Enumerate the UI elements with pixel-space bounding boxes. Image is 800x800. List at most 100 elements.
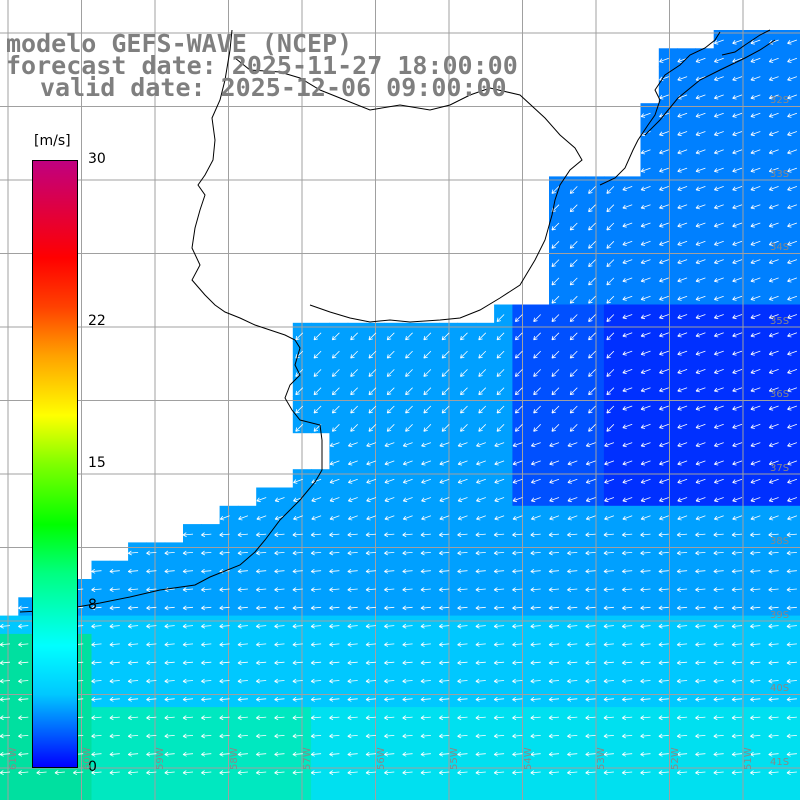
field-cell	[219, 505, 239, 525]
field-cell	[530, 450, 550, 470]
field-cell	[713, 48, 733, 68]
field-cell	[567, 762, 587, 781]
wind-arrow	[677, 350, 688, 356]
field-cell	[384, 450, 404, 470]
field-cell	[567, 194, 587, 214]
field-cell	[786, 341, 800, 360]
wind-arrow	[405, 405, 413, 414]
wind-arrow	[475, 605, 486, 611]
wind-arrow	[732, 314, 743, 320]
wind-arrow	[768, 478, 779, 484]
field-cell	[695, 798, 715, 800]
field-cell	[585, 176, 605, 196]
field-cell	[347, 762, 367, 781]
longitude-label: 60W	[81, 747, 93, 770]
wind-arrow	[146, 550, 157, 556]
wind-arrow	[530, 715, 541, 721]
field-cell	[677, 66, 696, 86]
wind-arrow	[420, 770, 431, 775]
field-cell	[274, 725, 294, 745]
field-cell	[622, 725, 642, 745]
wind-arrow	[420, 678, 431, 684]
field-cell	[677, 560, 696, 580]
wind-arrow	[91, 678, 102, 684]
field-cell	[549, 341, 568, 360]
field-cell	[146, 743, 166, 763]
field-cell	[420, 359, 440, 379]
field-cell	[732, 249, 751, 269]
wind-arrow	[588, 259, 596, 268]
wind-arrow	[493, 605, 505, 611]
wind-speed-field	[0, 30, 800, 800]
wind-arrow	[365, 660, 377, 666]
field-cell	[695, 725, 715, 745]
field-cell	[475, 780, 495, 800]
field-cell	[677, 597, 696, 617]
wind-arrow	[677, 442, 688, 448]
longitude-label: 61W	[8, 747, 19, 770]
field-cell	[603, 688, 623, 708]
wind-arrow	[713, 515, 724, 521]
wind-arrow	[476, 515, 486, 521]
field-cell	[457, 780, 477, 800]
field-cell	[402, 597, 422, 617]
field-cell	[475, 377, 495, 397]
wind-arrow	[475, 660, 486, 666]
field-cell	[54, 780, 74, 800]
field-cell	[732, 688, 751, 708]
field-cell	[109, 762, 129, 781]
wind-arrow	[551, 314, 560, 322]
wind-arrow	[768, 186, 779, 191]
wind-arrow	[514, 369, 523, 377]
field-cell	[585, 377, 605, 397]
wind-arrow	[350, 387, 358, 396]
field-cell	[384, 505, 404, 525]
field-cell	[677, 249, 696, 269]
wind-arrow	[310, 715, 322, 721]
field-cell	[109, 597, 129, 617]
field-cell	[164, 542, 184, 562]
field-cell	[457, 322, 477, 342]
wind-arrow	[786, 696, 797, 702]
field-cell	[786, 66, 800, 86]
wind-arrow	[514, 424, 523, 432]
wind-arrow	[292, 770, 303, 775]
wind-arrow	[750, 751, 761, 757]
wind-arrow	[219, 751, 230, 757]
field-cell	[457, 633, 477, 653]
latitude-label: 39S	[770, 609, 790, 621]
wind-arrow	[640, 460, 651, 466]
field-cell	[567, 286, 587, 306]
wind-arrow	[164, 660, 175, 666]
wind-arrow	[530, 678, 541, 684]
wind-arrow	[732, 460, 743, 466]
wind-arrow	[256, 770, 267, 775]
wind-arrow	[256, 733, 267, 739]
wind-arrow	[676, 532, 688, 538]
field-cell	[677, 377, 696, 397]
field-cell	[677, 542, 696, 562]
wind-arrow	[201, 532, 212, 538]
field-cell	[530, 359, 550, 379]
wind-arrow	[329, 660, 340, 666]
wind-arrow	[292, 568, 303, 574]
field-cell	[549, 231, 568, 251]
field-cell	[695, 633, 715, 653]
wind-arrow	[750, 94, 761, 100]
field-cell	[750, 633, 770, 653]
field-cell	[750, 158, 770, 177]
field-cell	[750, 322, 770, 342]
field-cell	[0, 707, 19, 726]
wind-arrow	[274, 532, 285, 538]
wind-arrow	[622, 515, 633, 521]
wind-arrow	[731, 751, 743, 757]
wind-arrow	[182, 660, 194, 666]
field-cell	[274, 707, 294, 726]
wind-arrow	[146, 678, 157, 684]
wind-arrow	[182, 605, 194, 611]
field-cell	[420, 652, 440, 672]
field-cell	[658, 450, 678, 470]
field-cell	[603, 469, 623, 489]
wind-arrow	[768, 131, 779, 137]
wind-arrow	[420, 550, 431, 556]
